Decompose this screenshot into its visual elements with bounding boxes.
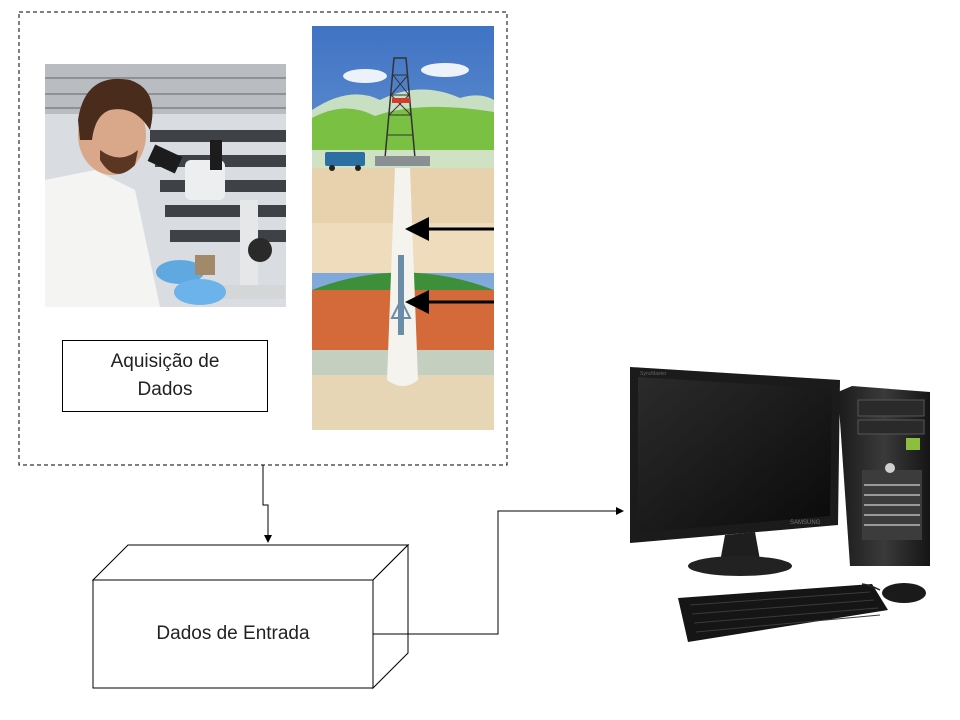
desktop-computer-icon: SyncMaster SAMSUNG (630, 367, 930, 642)
oil-well-borehole-diagram (312, 26, 494, 430)
input-data-label: Dados de Entrada (156, 623, 310, 644)
monitor-model-text: SyncMaster (640, 371, 667, 377)
monitor-brand-text: SAMSUNG (790, 520, 821, 526)
connector-acquisition-to-input (262, 465, 272, 543)
connector-input-to-computer (373, 507, 624, 635)
microscope-lab-photo (45, 64, 286, 307)
acquisition-label-box: Aquisição de Dados (62, 340, 268, 412)
acquisition-label: Aquisição de Dados (110, 351, 220, 400)
input-data-box-3d (91, 543, 410, 690)
